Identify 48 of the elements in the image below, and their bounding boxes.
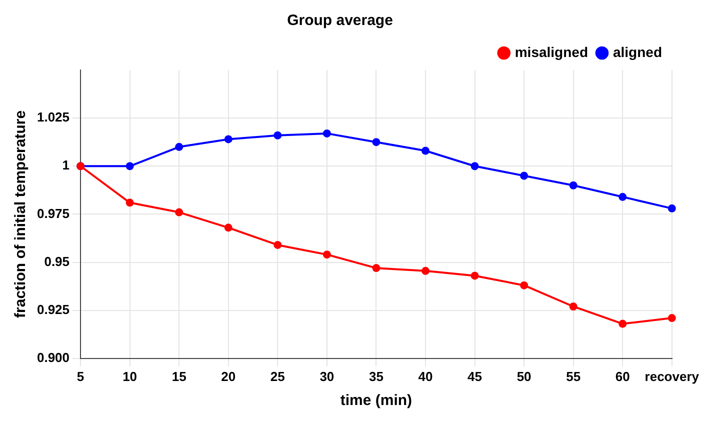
point: [470, 162, 479, 170]
point: [274, 240, 282, 249]
point: [421, 146, 430, 155]
point: [569, 302, 578, 310]
point: [372, 264, 380, 272]
x-tick-label: 15: [172, 368, 186, 384]
x-tick-label: 55: [566, 368, 581, 384]
x-tick-label: 60: [615, 368, 630, 384]
y-tick-label: 0.900: [36, 350, 70, 365]
x-tick-label: 30: [320, 368, 334, 384]
point: [126, 198, 134, 207]
point: [322, 250, 331, 259]
x-tick-label: 20: [221, 368, 236, 384]
y-tick-label: 0.925: [36, 302, 70, 317]
x-tick-label: 35: [368, 368, 384, 384]
point: [668, 204, 676, 212]
x-tick-label: 45: [468, 368, 482, 384]
point: [618, 320, 627, 328]
y-tick-label: 0.975: [36, 206, 70, 221]
point: [520, 172, 528, 180]
x-tick-label: 50: [516, 368, 532, 384]
x-tick-label: 40: [418, 368, 433, 384]
y-tick-label: 0.95: [44, 254, 70, 269]
x-tick-label: 10: [122, 368, 138, 384]
x-tick-label: recovery: [644, 368, 700, 384]
point: [569, 181, 578, 190]
y-tick-label: 1: [62, 158, 70, 173]
chart-title: Group average: [287, 12, 393, 30]
point: [372, 138, 380, 146]
legend-label: aligned: [612, 44, 662, 60]
point: [224, 135, 232, 144]
point: [274, 131, 282, 140]
legend-label: misaligned: [514, 44, 588, 60]
point: [618, 192, 627, 201]
point: [126, 162, 134, 170]
y-axis-title: fraction of initial temperature: [12, 110, 30, 318]
point: [224, 224, 232, 232]
point: [322, 129, 331, 138]
point: [175, 208, 184, 216]
point: [520, 281, 528, 290]
x-axis-title: time (min): [340, 392, 412, 410]
point: [421, 266, 430, 275]
point: [668, 314, 676, 322]
x-tick-label: 25: [270, 368, 285, 384]
point: [470, 272, 479, 280]
y-tick-label: 1.025: [36, 110, 70, 125]
x-tick-label: 5: [76, 368, 84, 384]
point: [175, 142, 184, 151]
